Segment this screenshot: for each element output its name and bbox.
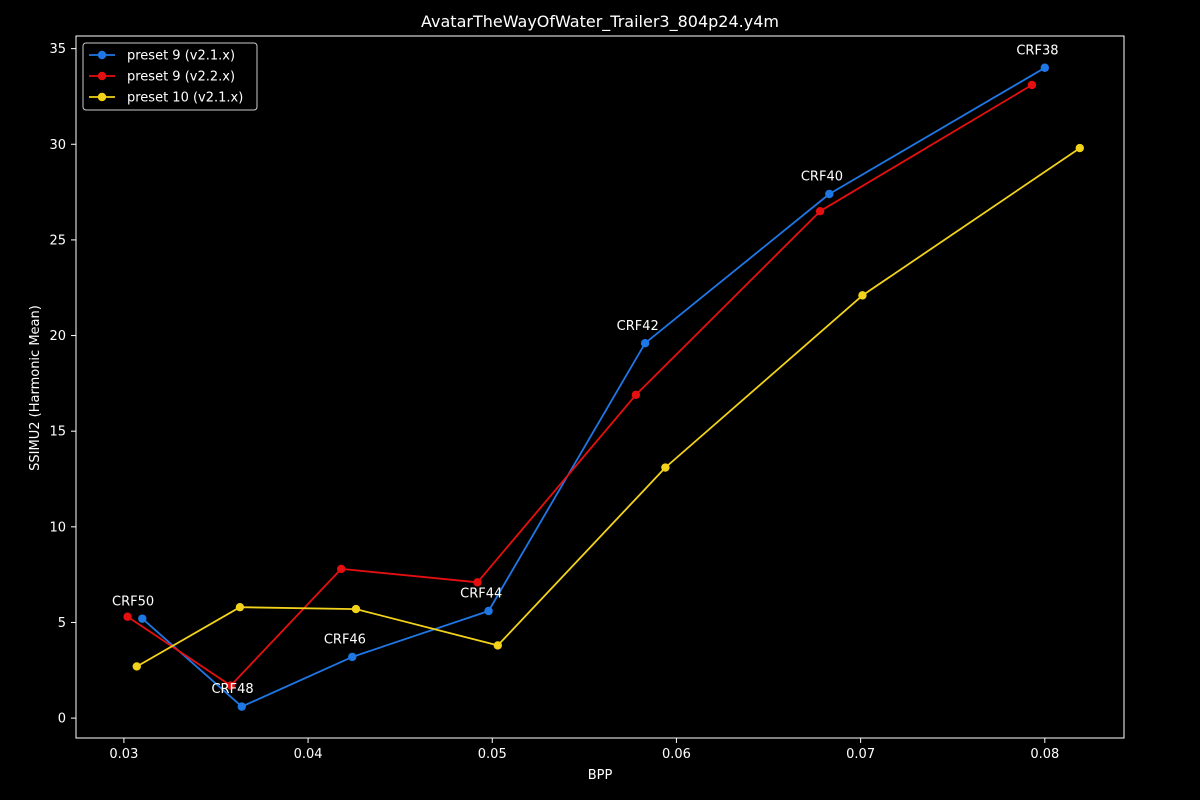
y-tick-label: 30 [49,138,66,153]
data-point [815,207,825,216]
x-tick-label: 0.06 [662,747,691,762]
y-tick-label: 15 [49,425,66,440]
legend-item: preset 9 (v2.1.x) [89,49,235,64]
y-tick-label: 35 [49,42,66,57]
data-point [337,564,346,574]
x-tick-label: 0.04 [294,747,323,762]
crf-label: CRF50 [112,594,154,609]
data-point [1040,63,1050,72]
x-tick-label: 0.07 [846,747,875,762]
data-point [351,604,361,614]
legend-label: preset 10 (v2.1.x) [127,91,243,106]
legend-swatch-marker [97,50,107,60]
crf-label: CRF42 [617,319,659,334]
data-point [1075,143,1084,153]
legend-swatch-marker [97,71,107,81]
data-point [138,614,147,623]
data-point [640,338,650,348]
plot-frame [75,35,1125,739]
annotation-layer: CRF50 CRF48 CRF46 CRF44 CRF42 CRF40 CRF38 [112,43,1058,697]
data-point [473,578,482,587]
crf-label: CRF46 [324,633,366,648]
series-layer [123,63,1084,711]
y-axis-label: SSIMU2 (Harmonic Mean) [28,305,43,471]
data-point [484,606,493,616]
data-point [235,602,245,612]
series-1 [138,63,1050,711]
data-point [348,652,357,662]
x-tick-label: 0.05 [478,747,507,762]
data-point [631,390,641,400]
data-point [226,681,235,690]
y-tick-label: 0 [58,712,66,727]
crf-label: CRF40 [801,170,843,185]
crf-label: CRF44 [460,587,502,602]
series-3 [132,143,1084,671]
data-point [123,612,132,621]
x-axis-label: BPP [588,768,613,783]
data-point [661,463,670,472]
legend-item: preset 10 (v2.1.x) [89,91,243,106]
legend: preset 9 (v2.1.x) preset 9 (v2.2.x) preset… [82,42,258,111]
legend-item: preset 9 (v2.2.x) [89,70,235,85]
chart-title: AvatarTheWayOfWater_Trailer3_804p24.y4m [421,12,779,32]
data-point [237,702,246,711]
x-tick-label: 0.08 [1030,747,1059,762]
data-point [493,641,502,650]
data-point [858,291,867,300]
y-axis: 0 5 10 15 20 25 30 35 [49,42,76,727]
y-tick-label: 10 [49,520,66,535]
crf-label: CRF38 [1016,43,1058,58]
legend-label: preset 9 (v2.2.x) [127,70,235,85]
y-tick-label: 25 [49,233,66,248]
series-2 [123,80,1037,690]
data-point [825,189,834,199]
crf-label: CRF48 [211,682,253,697]
data-point [1027,80,1037,90]
legend-box [82,42,258,111]
x-axis: 0.03 0.04 0.05 0.06 0.07 0.08 [109,738,1059,762]
x-tick-label: 0.03 [109,747,138,762]
legend-label: preset 9 (v2.1.x) [127,49,235,64]
legend-swatch-marker [97,92,107,102]
y-tick-label: 20 [49,329,66,344]
data-point [132,662,141,671]
y-tick-label: 5 [58,616,66,631]
